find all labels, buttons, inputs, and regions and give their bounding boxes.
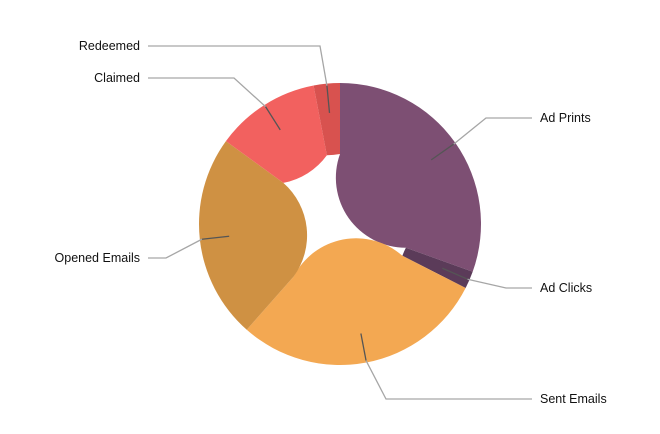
leader-ad-clicks [467,278,532,289]
leader-redeemed [148,45,328,86]
slice-ad-clicks[interactable] [402,247,473,289]
leader-inner-sent-emails [360,333,367,361]
leader-inner-claimed [264,106,281,131]
leader-inner-ad-prints [430,143,455,161]
leader-claimed [148,77,266,108]
leader-sent-emails [365,360,532,400]
label-claimed: Claimed [94,71,140,85]
label-opened-emails: Opened Emails [55,251,140,265]
labels-layer: Ad Prints Ad Clicks Sent Emails Opened Emai… [55,39,607,406]
slice-opened-emails[interactable] [198,141,308,330]
slices-layer [198,83,481,366]
slice-claimed[interactable] [225,85,327,183]
leader-ad-prints [453,117,532,145]
leader-inner-opened-emails [201,235,230,240]
label-sent-emails: Sent Emails [540,392,607,406]
label-ad-prints: Ad Prints [540,111,591,125]
label-redeemed: Redeemed [79,39,140,53]
leader-opened-emails [148,238,203,259]
leaders-layer [148,45,532,400]
slice-redeemed[interactable] [313,83,340,156]
slice-ad-prints[interactable] [335,83,481,272]
slice-sent-emails[interactable] [246,238,466,366]
label-ad-clicks: Ad Clicks [540,281,592,295]
leader-inner-ad-clicks [442,267,468,280]
leader-inner-redeemed [326,85,331,114]
